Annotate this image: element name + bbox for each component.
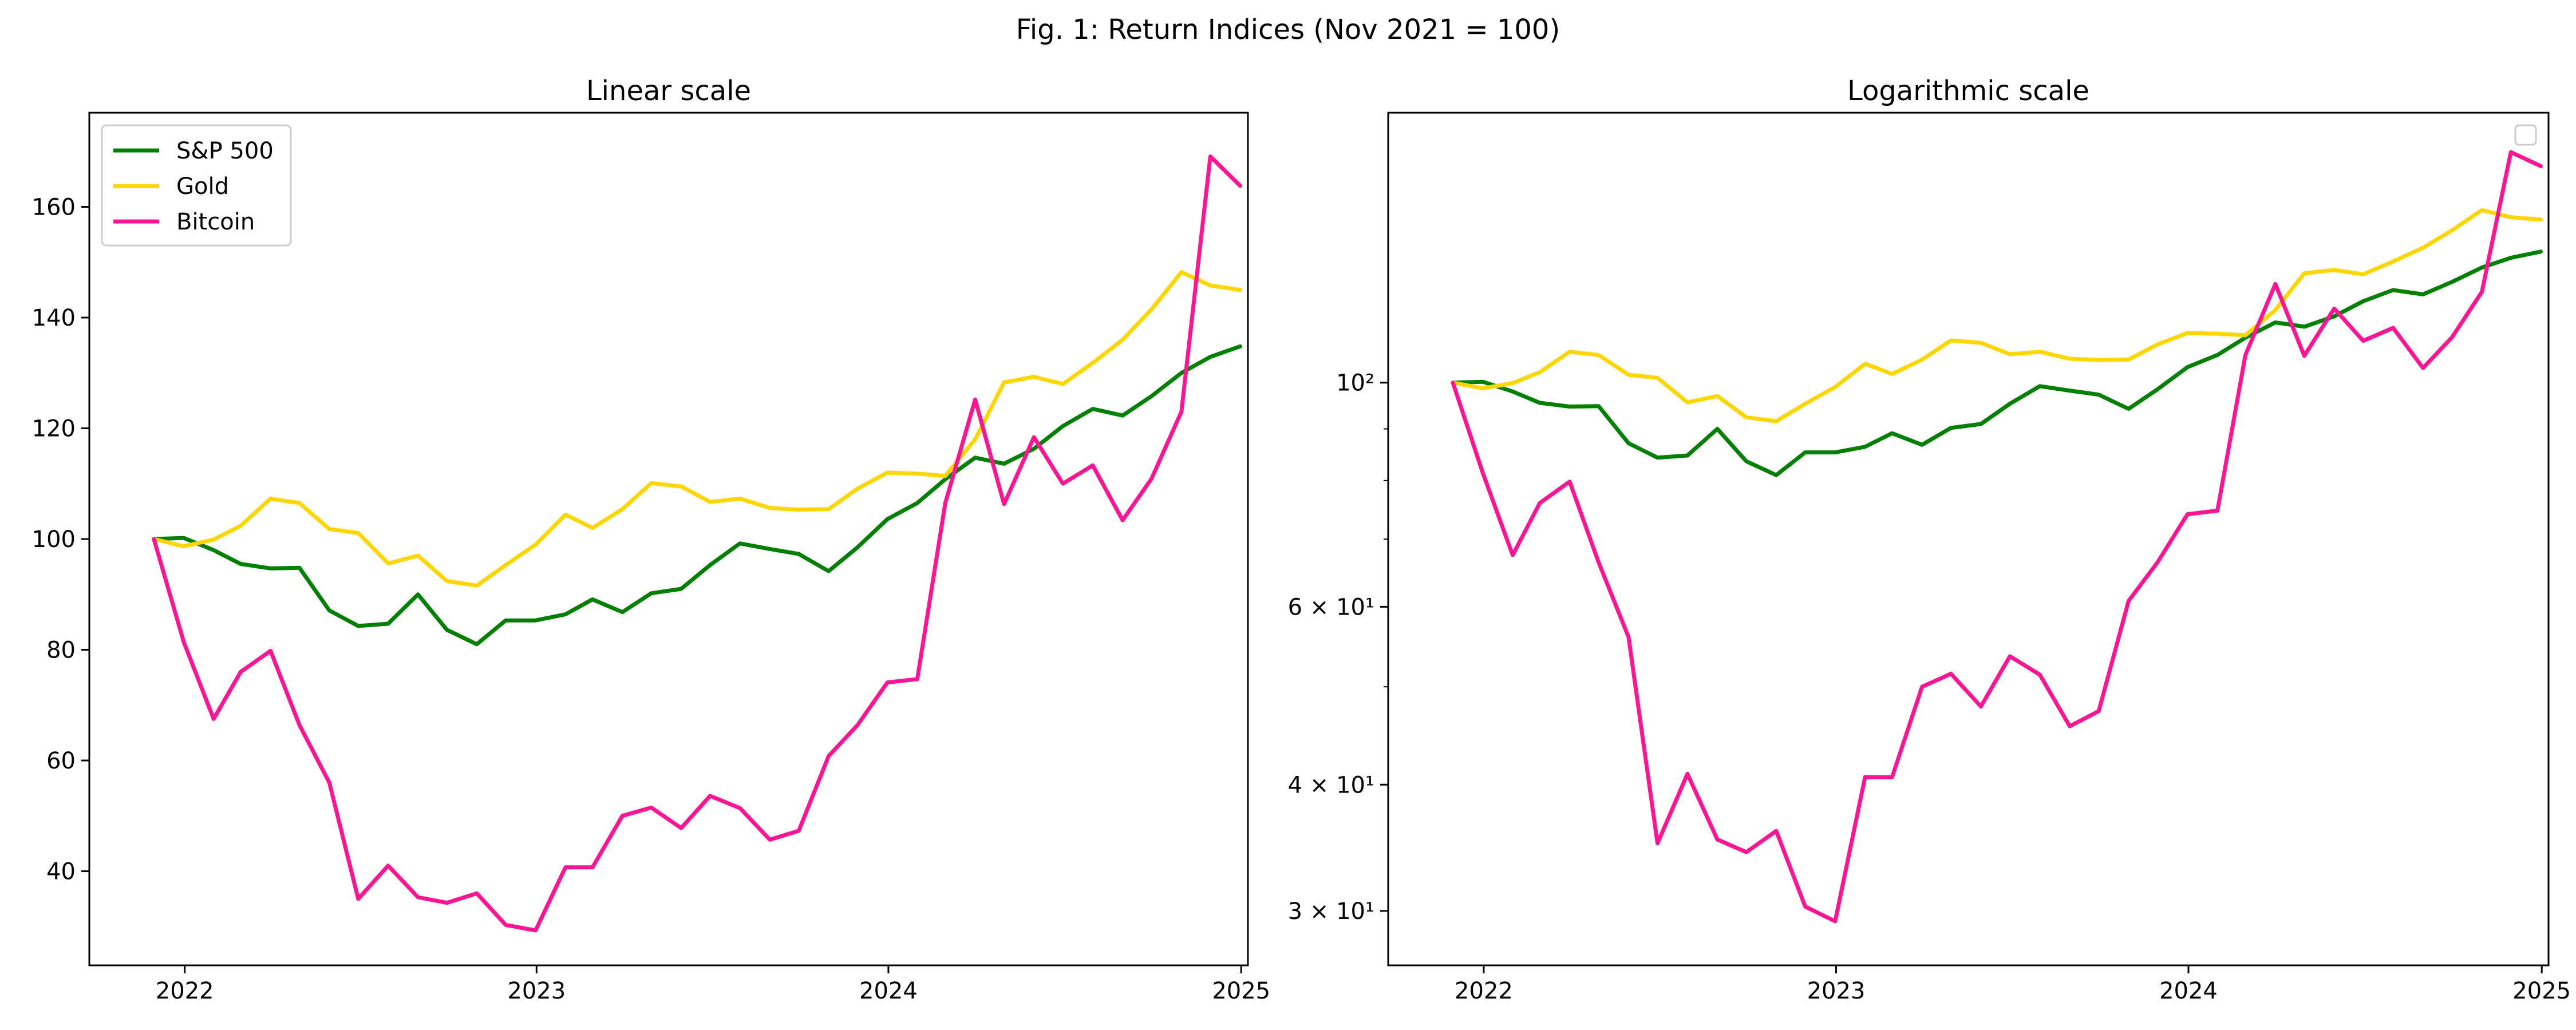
y-tick-label: 60 <box>46 748 76 774</box>
panel-title: Logarithmic scale <box>1847 75 2089 107</box>
legend-label: Bitcoin <box>176 209 255 235</box>
figure-title: Fig. 1: Return Indices (Nov 2021 = 100) <box>1016 14 1560 46</box>
chart-log: Logarithmic scale 2022 2023 2024 2025 3 × 10¹… <box>1288 75 2571 1004</box>
series-line-gold <box>1451 208 2543 423</box>
y-tick-label: 4 × 10¹ <box>1288 772 1374 798</box>
series-line-bitcoin <box>152 154 1242 933</box>
y-tick-label: 80 <box>46 637 76 664</box>
x-tick-label: 2025 <box>1212 978 1270 1004</box>
legend-label: Gold <box>176 173 229 200</box>
y-tick-label: 40 <box>46 859 76 885</box>
x-tick-label: 2023 <box>507 978 566 1004</box>
y-tick-label: 160 <box>32 194 76 220</box>
x-tick-label: 2025 <box>2512 978 2571 1004</box>
legend-label: S&P 500 <box>176 138 274 164</box>
x-tick-label: 2022 <box>156 978 214 1004</box>
x-tick-label: 2022 <box>1455 978 1513 1004</box>
y-tick-label: 6 × 10¹ <box>1288 594 1374 620</box>
chart-linear: Linear scale 2022 2023 2024 2025 40 60 80 100 120… <box>32 75 1270 1004</box>
x-tick-label: 2024 <box>2159 978 2218 1004</box>
x-tick-label: 2023 <box>1807 978 1866 1004</box>
y-tick-label: 10² <box>1336 370 1374 397</box>
y-tick-label: 3 × 10¹ <box>1288 898 1374 925</box>
series-line-bitcoin <box>1451 150 2543 924</box>
legend-box <box>101 124 292 247</box>
series-line-gold <box>152 270 1242 588</box>
legend-box-empty <box>2514 124 2537 146</box>
panel-title: Linear scale <box>586 75 751 107</box>
x-tick-label: 2024 <box>859 978 918 1004</box>
series-line-sp500 <box>152 344 1242 647</box>
series-line-sp500 <box>1451 249 2543 477</box>
y-tick-label: 100 <box>32 526 76 553</box>
y-tick-label: 120 <box>32 415 76 442</box>
y-tick-label: 140 <box>32 305 76 331</box>
